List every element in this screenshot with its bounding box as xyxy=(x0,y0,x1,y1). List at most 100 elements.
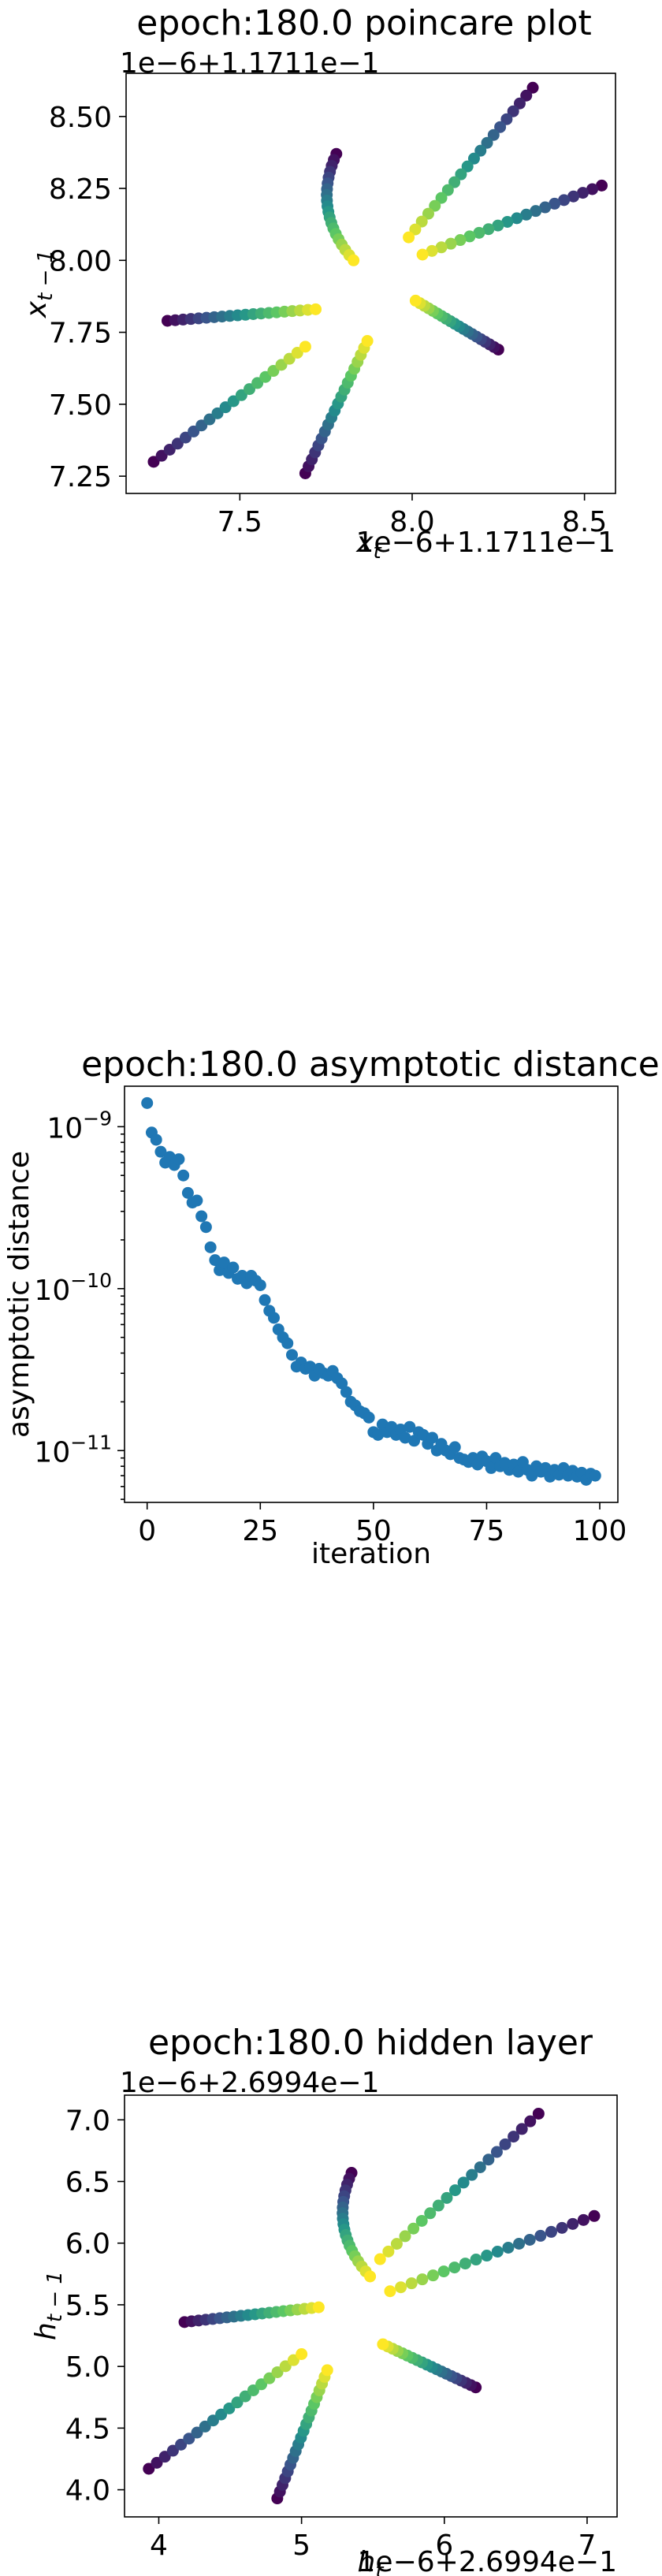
data-point xyxy=(467,152,480,165)
chart-title: epoch:180.0 hidden layer xyxy=(148,2023,593,2063)
data-point xyxy=(545,2225,557,2238)
data-point xyxy=(524,2115,537,2127)
data-points xyxy=(147,81,608,479)
data-point xyxy=(426,244,438,257)
data-point xyxy=(474,144,487,157)
x-tick-label: 100 xyxy=(573,1515,627,1547)
asymptotic-distance-plot: epoch:180.0 asymptotic distance 0 25 50 75 1… xyxy=(3,1044,660,1570)
y-offset-label: 1e−6+1.1711e−1 xyxy=(120,47,379,80)
data-point xyxy=(340,1386,352,1398)
y-axis-label: asymptotic distance xyxy=(3,1151,35,1438)
data-point xyxy=(415,215,428,228)
y-tick-label: 10−9 xyxy=(46,1107,112,1145)
data-point xyxy=(195,1210,208,1223)
data-point xyxy=(209,1254,221,1267)
data-point xyxy=(487,128,500,141)
x-tick-label: 0 xyxy=(138,1515,156,1547)
data-point xyxy=(490,2146,503,2158)
data-point xyxy=(206,2414,219,2427)
data-point xyxy=(558,194,571,207)
data-point xyxy=(199,2420,211,2433)
data-point xyxy=(382,2245,395,2258)
data-point xyxy=(404,1420,416,1433)
data-point xyxy=(512,1465,525,1478)
data-point xyxy=(501,215,514,228)
data-point xyxy=(492,219,504,232)
data-point xyxy=(377,2338,389,2351)
data-point xyxy=(567,190,580,203)
data-point xyxy=(405,2277,418,2290)
data-point xyxy=(403,231,415,244)
y-tick-label: 7.50 xyxy=(49,389,112,422)
y-tick-label: 10−10 xyxy=(34,1269,112,1307)
x-tick-label: 5 xyxy=(292,2529,311,2562)
data-point xyxy=(549,197,561,210)
x-offset-label: 1e−6+1.1711e−1 xyxy=(356,527,616,559)
data-point xyxy=(141,1096,154,1109)
data-point xyxy=(361,335,374,348)
data-point xyxy=(470,2254,482,2266)
data-point xyxy=(596,179,608,192)
chart-title: epoch:180.0 poincare plot xyxy=(136,3,591,43)
data-point xyxy=(154,1145,167,1158)
data-point xyxy=(363,1411,375,1424)
data-point xyxy=(507,105,519,117)
axis-ticks: 0 25 50 75 100 10−9 10−10 10−11 xyxy=(34,1107,627,1547)
data-point xyxy=(281,1337,294,1349)
data-point xyxy=(321,2364,333,2377)
y-tick-label: 7.25 xyxy=(49,461,112,493)
data-point xyxy=(247,2384,259,2396)
plot-area xyxy=(124,2094,618,2518)
x-tick-label: 75 xyxy=(469,1515,505,1547)
data-point xyxy=(191,1194,203,1207)
data-point xyxy=(348,254,360,266)
y-tick-label: 8.50 xyxy=(49,102,112,134)
data-point xyxy=(426,2269,439,2282)
data-point xyxy=(511,212,523,225)
data-point xyxy=(474,2161,486,2173)
data-point xyxy=(482,223,495,236)
data-point xyxy=(466,2168,478,2181)
data-point xyxy=(481,2250,493,2262)
data-point xyxy=(416,248,429,261)
data-point xyxy=(426,1431,439,1444)
data-point xyxy=(448,1441,461,1454)
data-point xyxy=(303,1361,316,1373)
data-point xyxy=(310,303,322,315)
data-point xyxy=(499,2138,511,2150)
data-point xyxy=(191,2426,203,2439)
data-point xyxy=(539,201,552,214)
x-offset-label: 1e−6+2.6994e−1 xyxy=(358,2546,617,2576)
data-point xyxy=(523,2233,536,2246)
data-point xyxy=(491,2246,504,2258)
data-point xyxy=(435,192,448,204)
data-point xyxy=(500,113,513,125)
data-point xyxy=(461,160,474,173)
data-point xyxy=(271,2366,284,2378)
data-point xyxy=(175,2438,188,2451)
data-point xyxy=(384,2285,396,2298)
data-point xyxy=(218,1256,230,1269)
data-point xyxy=(390,2238,403,2250)
y-tick-label: 8.00 xyxy=(49,245,112,277)
data-point xyxy=(424,2207,437,2220)
data-point xyxy=(526,81,539,94)
data-point xyxy=(485,1461,497,1474)
data-point xyxy=(429,199,441,212)
data-point xyxy=(199,1221,212,1234)
data-point xyxy=(481,136,493,149)
plot-area xyxy=(124,1085,619,1503)
x-tick-label: 7.5 xyxy=(218,506,262,538)
data-point xyxy=(444,237,457,250)
data-point xyxy=(577,187,589,199)
y-tick-label: 7.0 xyxy=(65,2105,110,2137)
data-point xyxy=(166,2444,179,2457)
data-point xyxy=(520,208,533,221)
x-tick-label: 8.0 xyxy=(389,506,434,538)
data-point xyxy=(287,2354,299,2366)
hidden-layer-plot: epoch:180.0 hidden layer 1e−6+2.6994e−1 … xyxy=(30,2023,618,2576)
data-point xyxy=(515,2123,528,2135)
data-point xyxy=(279,2360,292,2373)
data-point xyxy=(532,2107,545,2120)
